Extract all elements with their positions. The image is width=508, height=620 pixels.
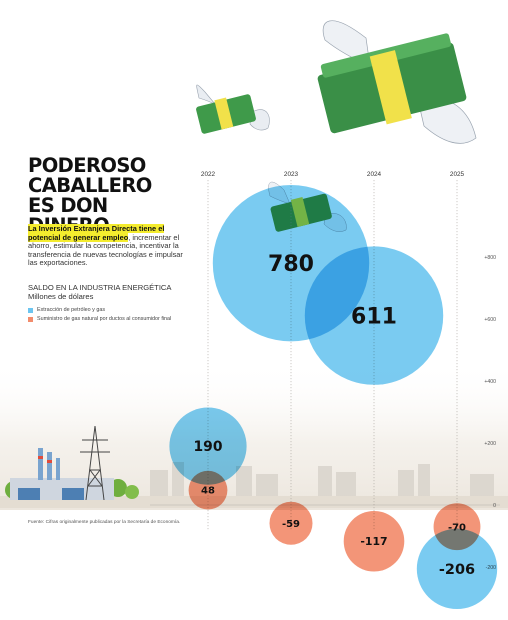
data-label: -117	[360, 535, 387, 548]
legend-label: Extracción de petróleo y gas	[37, 307, 106, 313]
y-tick-label: 0	[493, 503, 496, 509]
source-note: Fuente: Cifras originalmente publicadas …	[28, 520, 181, 525]
data-label: -206	[439, 562, 475, 578]
data-label: 780	[268, 252, 314, 277]
bubble-extraccion	[416, 528, 498, 610]
flying-money-icon	[317, 20, 477, 144]
year-label: 2025	[450, 171, 465, 178]
data-label: -59	[282, 519, 300, 530]
bubble-extraccion	[169, 407, 247, 485]
legend-item-blue: Extracción de petróleo y gas	[28, 307, 178, 313]
y-tick-label: +800	[484, 255, 496, 261]
bubble-suministro	[433, 503, 481, 551]
lead-paragraph: La Inversión Extranjera Directa tiene el…	[28, 224, 188, 268]
bubble-extraccion	[304, 246, 444, 385]
flying-money-icon	[196, 84, 270, 134]
headline-line: CABALLERO	[28, 174, 152, 197]
headline-line: PODEROSO	[28, 154, 146, 177]
y-tick-label: +200	[484, 441, 496, 447]
legend-swatch-orange	[28, 317, 33, 323]
transmission-tower-icon	[80, 425, 110, 501]
y-tick-label: +600	[484, 317, 496, 323]
data-label: -70	[448, 522, 466, 533]
data-label: 190	[194, 439, 223, 455]
chart-subtitle-title: Saldo en la industria energética	[28, 283, 172, 292]
city-skyline-icon	[150, 462, 494, 500]
y-tick-label: +400	[484, 379, 496, 385]
bubble-suministro	[343, 510, 405, 572]
chart-subtitle-units: Millones de dólares	[28, 292, 94, 301]
label-layer: 2022 2023 2024 2025 190 780 611 -206 48 -59 -117 -7…	[194, 171, 476, 578]
year-label: 2023	[284, 171, 299, 178]
data-label: 611	[351, 305, 397, 330]
year-label: 2024	[367, 171, 382, 178]
data-label: 48	[201, 486, 215, 497]
legend-swatch-blue	[28, 308, 33, 313]
legend-label: Suministro de gas natural por ductos al …	[37, 316, 172, 323]
legend-item-orange: Suministro de gas natural por ductos al …	[28, 316, 178, 323]
bubble-suministro	[188, 470, 228, 510]
bubble-layer	[169, 185, 498, 610]
chart-subtitle: Saldo en la industria energética Millone…	[28, 283, 198, 301]
bubble-suministro	[269, 501, 313, 545]
lead-rest: , incrementar el ahorro, estimular la co…	[28, 232, 183, 268]
legend: Extracción de petróleo y gas Suministro …	[28, 307, 178, 326]
year-label: 2022	[201, 171, 216, 178]
